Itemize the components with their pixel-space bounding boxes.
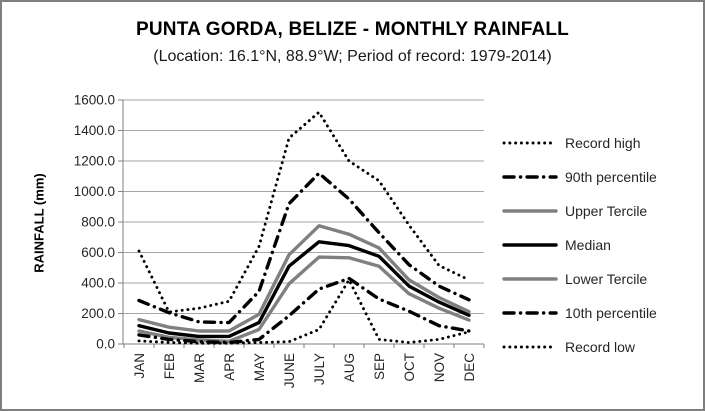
series-line-median [137,240,471,339]
x-tick-label: NOV [432,353,447,382]
x-tick-label: FEB [162,353,177,379]
legend-line-sample-lower-tercile [502,277,558,281]
x-tick-label: SEP [372,353,387,380]
page-title: PUNTA GORDA, BELIZE - MONTHLY RAINFALL [136,19,569,40]
series-line-record-low [137,278,471,345]
legend-item-record-low: Record low [501,330,701,364]
legend-line-sample-90th-percentile [502,175,558,179]
y-tick-label: 1000.0 [74,184,115,199]
legend-label-90th-percentile: 90th percentile [565,169,657,185]
y-tick-label: 0.0 [96,337,115,352]
y-tick-label: 400.0 [81,276,115,291]
y-tick-label: 1200.0 [74,154,115,169]
x-tick-label: APR [222,353,237,381]
legend-label-upper-tercile: Upper Tercile [565,203,648,219]
legend-label-lower-tercile: Lower Tercile [565,271,648,287]
legend-label-median: Median [565,237,611,253]
legend-label-record-high: Record high [565,135,641,151]
legend-line-sample-median [502,243,558,247]
series-line-lower-tercile [137,255,471,343]
page-subtitle: (Location: 16.1°N, 88.9°W; Period of rec… [153,48,552,65]
x-tick-label: OCT [402,353,417,382]
legend-item-median: Median [501,228,701,262]
legend-label-record-low: Record low [565,339,636,355]
x-tick-label: JAN [132,353,147,379]
x-tick-label: JULY [312,353,327,385]
series-line-10th-percentile [137,276,471,345]
series-line-record-high [137,110,471,314]
y-tick-label: 600.0 [81,245,115,260]
legend-item-record-high: Record high [501,126,701,160]
legend-line-sample-upper-tercile [502,209,558,213]
chart-legend: Record high 90th percentile Upper Tercile M… [501,126,701,364]
legend-label-10th-percentile: 10th percentile [565,305,657,321]
series-line-upper-tercile [137,224,471,333]
y-tick-label: 800.0 [81,215,115,230]
x-tick-label: MAR [192,353,207,383]
x-tick-label: MAY [252,353,267,381]
x-tick-label: JUNE [282,353,297,388]
y-tick-label: 200.0 [81,306,115,321]
legend-item-lower-tercile: Lower Tercile [501,262,701,296]
legend-line-sample-record-low [502,345,558,349]
x-tick-label: AUG [342,353,357,382]
legend-item-10th-percentile: 10th percentile [501,296,701,330]
y-tick-label: 1400.0 [74,123,115,138]
y-tick-label: 1600.0 [74,93,115,108]
legend-line-sample-10th-percentile [502,311,558,315]
x-tick-label: DEC [462,353,477,382]
legend-line-sample-record-high [502,141,558,145]
legend-item-upper-tercile: Upper Tercile [501,194,701,228]
legend-item-90th-percentile: 90th percentile [501,160,701,194]
